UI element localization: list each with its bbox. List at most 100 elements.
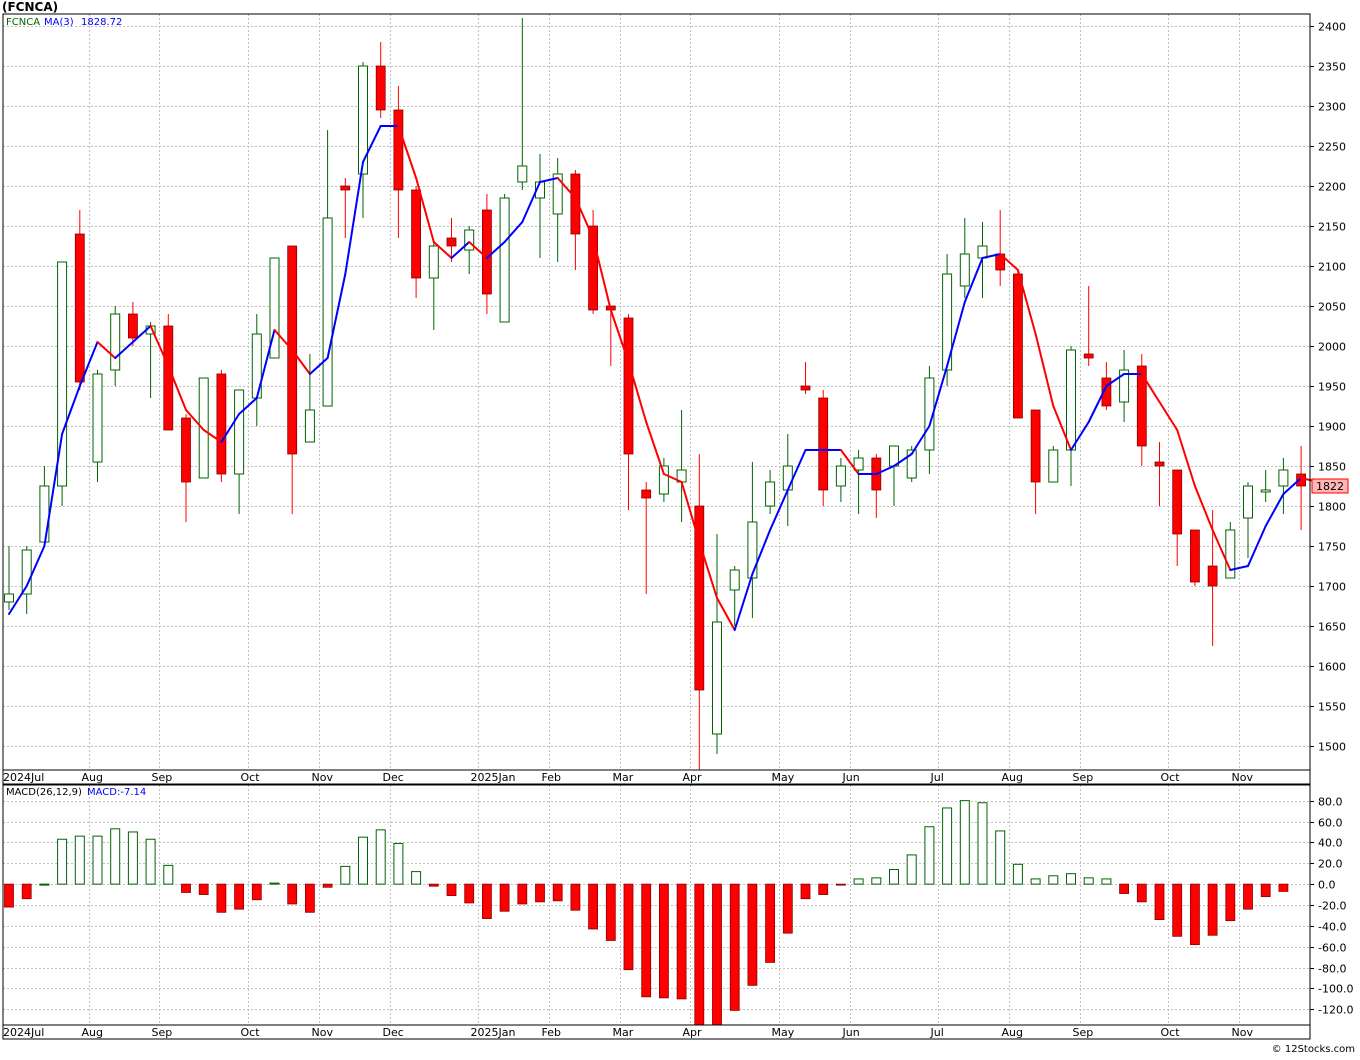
candle-up <box>304 354 315 443</box>
price-y-tick-label: 2400 <box>1318 21 1346 34</box>
candle-body <box>234 389 245 475</box>
macd-bar-negative <box>782 883 793 934</box>
candle-up <box>110 306 121 386</box>
candle-down <box>1136 354 1147 466</box>
macd-month-label: Jun <box>842 1026 860 1039</box>
macd-bar-positive <box>57 838 68 885</box>
macd-bar-negative <box>1190 883 1200 946</box>
candle-up <box>1278 458 1289 514</box>
macd-month-label: Dec <box>383 1026 404 1039</box>
ma-segment <box>1105 373 1126 387</box>
candle-up <box>428 242 439 330</box>
price-month-label: Sep <box>1073 771 1094 784</box>
macd-bar-positive <box>942 807 953 885</box>
candle-up <box>959 218 970 298</box>
candle-body <box>1172 469 1183 535</box>
price-y-tick-label: 2250 <box>1318 141 1346 154</box>
macd-bar-negative <box>1119 883 1129 894</box>
candle-body <box>1154 461 1165 467</box>
candle-down <box>1030 409 1041 514</box>
macd-bar-positive <box>1083 877 1094 885</box>
candle-up <box>1119 350 1130 422</box>
ma-segment <box>238 397 258 415</box>
macd-month-label: Jul <box>930 1026 944 1039</box>
candle-body <box>1048 449 1059 483</box>
ticker-label: FCNCA <box>6 17 40 28</box>
candle-up <box>765 470 776 514</box>
candle-up <box>92 370 103 482</box>
candle-down <box>1013 270 1023 419</box>
macd-value: MACD:-7.14 <box>87 787 146 798</box>
ma-segment <box>928 365 949 427</box>
candle-body <box>942 273 953 371</box>
candle-down <box>1190 529 1200 586</box>
price-x-axis: 2024Jul Aug Sep Oct Nov Dec 2025Jan Feb Mar Apr Ma… <box>3 771 1253 784</box>
ma-segment <box>149 325 170 367</box>
macd-bar-positive <box>871 877 882 885</box>
macd-bar-negative <box>287 883 298 905</box>
price-y-tick-label: 2350 <box>1318 61 1346 74</box>
price-y-tick-label: 1950 <box>1318 381 1346 394</box>
macd-month-label: 2025Jan <box>471 1026 516 1039</box>
macd-bar-negative <box>464 883 475 904</box>
price-month-strip <box>2 769 1311 785</box>
candle-down <box>393 86 404 238</box>
macd-bar-positive <box>995 830 1006 885</box>
macd-bar-negative <box>251 883 262 901</box>
candle-body <box>57 261 68 487</box>
macd-bar-positive <box>340 865 351 885</box>
price-month-label: Mar <box>613 771 634 784</box>
candle-body <box>570 173 581 235</box>
ma-segment <box>432 241 453 259</box>
candle-body <box>623 317 634 455</box>
ma-segment <box>910 425 931 455</box>
candle-body <box>694 505 705 691</box>
candle-body <box>92 373 103 463</box>
ma-segment <box>521 181 541 223</box>
ma-segment <box>255 329 276 399</box>
ma-segment <box>326 273 347 359</box>
candle-up <box>906 446 917 482</box>
price-y-tick-label: 1650 <box>1318 621 1346 634</box>
chart-title: (FCNCA) <box>2 0 58 14</box>
candle-body <box>163 325 174 431</box>
ma-segment <box>61 385 81 435</box>
candle-body <box>1136 365 1147 447</box>
ma-segment <box>999 253 1019 271</box>
macd-bar-negative <box>659 883 669 999</box>
candle-body <box>1066 349 1076 451</box>
ma-segment <box>574 197 595 239</box>
macd-month-label: Mar <box>613 1026 634 1039</box>
macd-bar-negative <box>322 883 333 888</box>
candle-body <box>198 377 209 479</box>
price-y-tick-label: 2100 <box>1318 261 1346 274</box>
candle-down <box>641 482 652 594</box>
ma-segment <box>963 257 984 303</box>
candle-down <box>1154 442 1165 506</box>
ma-segment <box>362 125 382 163</box>
ma-segment <box>1158 401 1179 431</box>
macd-month-label: Sep <box>1073 1026 1094 1039</box>
candle-up <box>1048 446 1059 483</box>
macd-y-tick-label: -60.0 <box>1318 942 1346 955</box>
candle-down <box>375 42 386 118</box>
candle-body <box>1119 369 1130 403</box>
macd-bar-negative <box>21 883 32 900</box>
macd-month-label: Feb <box>542 1026 561 1039</box>
macd-bar-positive <box>411 871 422 885</box>
candle-down <box>181 414 191 522</box>
ma-segment <box>1052 405 1072 451</box>
macd-y-tick-label: -40.0 <box>1318 921 1346 934</box>
macd-bar-negative <box>694 883 705 1026</box>
ma-segment <box>415 177 435 243</box>
ma-segment <box>645 421 665 475</box>
macd-bar-negative <box>1243 883 1253 910</box>
ma-segment <box>167 365 187 411</box>
ma-segment <box>680 481 701 543</box>
macd-x-axis: 2024Jul Aug Sep Oct Nov Dec 2025Jan Feb Mar Apr Ma… <box>3 1026 1253 1039</box>
candle-body <box>110 313 121 371</box>
candle-body <box>322 217 333 407</box>
candle-body <box>304 409 315 443</box>
macd-bar-negative <box>1260 883 1271 898</box>
